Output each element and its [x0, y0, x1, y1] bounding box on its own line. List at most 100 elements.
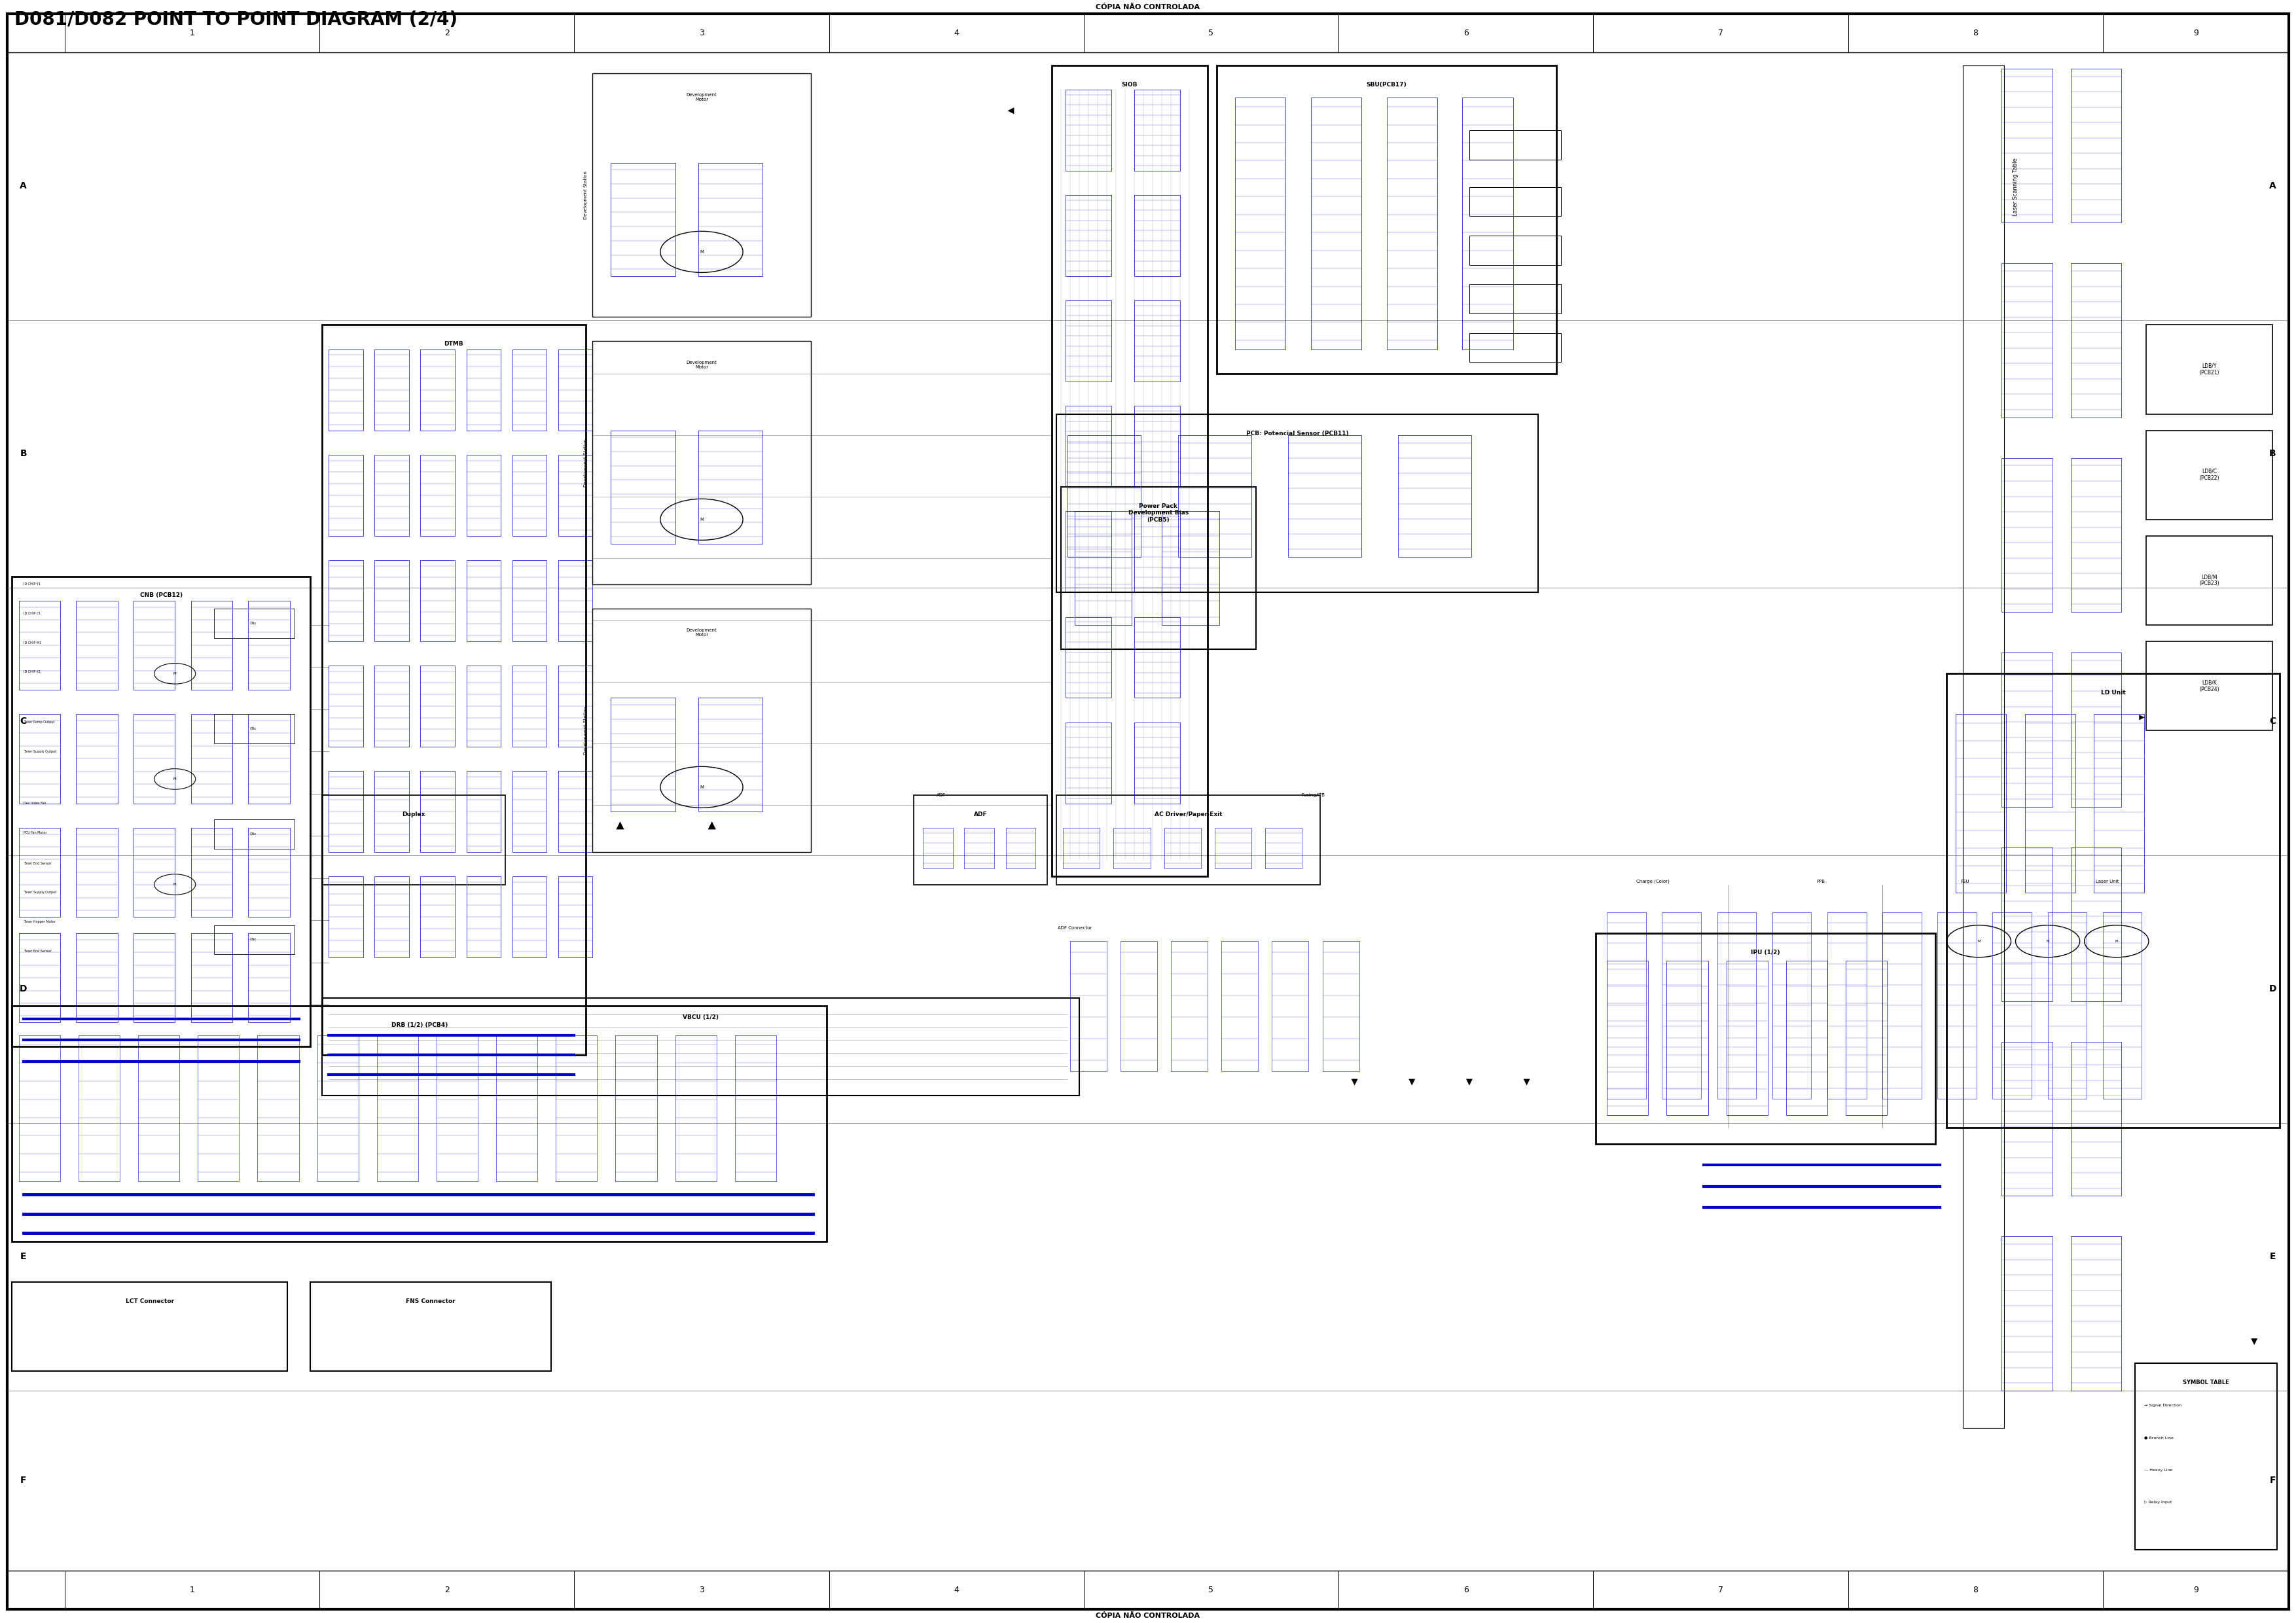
- Text: 8: 8: [1972, 29, 1977, 37]
- Text: 8: 8: [1972, 1586, 1977, 1594]
- Bar: [76, 714, 117, 803]
- Bar: [214, 820, 294, 849]
- Bar: [1063, 828, 1100, 868]
- Text: Duplex: Duplex: [402, 812, 425, 818]
- Text: D: D: [21, 985, 28, 993]
- Bar: [191, 601, 232, 690]
- Bar: [214, 925, 294, 954]
- Bar: [1938, 912, 1977, 1099]
- Bar: [1883, 912, 1922, 1099]
- Bar: [1773, 912, 1812, 1099]
- Bar: [374, 665, 409, 747]
- Bar: [191, 933, 232, 1022]
- Bar: [466, 665, 501, 747]
- Bar: [1068, 435, 1141, 557]
- Bar: [512, 771, 546, 852]
- Bar: [248, 601, 289, 690]
- Text: ADF: ADF: [937, 794, 946, 797]
- Bar: [2071, 458, 2122, 612]
- Text: 7: 7: [1717, 1586, 1724, 1594]
- Text: M: M: [2115, 940, 2117, 943]
- Bar: [133, 601, 174, 690]
- Bar: [1065, 617, 1111, 698]
- Bar: [18, 933, 60, 1022]
- Text: Laser Unit: Laser Unit: [2096, 880, 2119, 883]
- Text: 9: 9: [2193, 29, 2197, 37]
- Text: F: F: [21, 1475, 28, 1485]
- Bar: [592, 341, 810, 584]
- Bar: [1134, 511, 1180, 592]
- Bar: [321, 325, 585, 1055]
- Text: Toner Pump Output: Toner Pump Output: [23, 721, 55, 724]
- Bar: [675, 1035, 716, 1182]
- Bar: [466, 771, 501, 852]
- Bar: [377, 1035, 418, 1182]
- Bar: [1846, 961, 1887, 1115]
- Bar: [1786, 961, 1828, 1115]
- Text: Toner Hopper Motor: Toner Hopper Motor: [23, 920, 55, 923]
- Bar: [1134, 406, 1180, 487]
- Bar: [1311, 97, 1362, 349]
- Bar: [2071, 1237, 2122, 1391]
- Bar: [18, 714, 60, 803]
- Text: Fusing/ITB: Fusing/ITB: [1302, 794, 1325, 797]
- Bar: [2147, 430, 2273, 519]
- Bar: [2002, 652, 2053, 807]
- Text: IPU (1/2): IPU (1/2): [1752, 949, 1779, 956]
- Bar: [2002, 263, 2053, 417]
- Bar: [197, 1035, 239, 1182]
- Bar: [2103, 912, 2142, 1099]
- Bar: [964, 828, 994, 868]
- Bar: [2071, 263, 2122, 417]
- Bar: [2135, 1363, 2278, 1550]
- Bar: [1065, 406, 1111, 487]
- Text: PSU: PSU: [1961, 880, 1970, 883]
- Text: LDB/C
(PCB22): LDB/C (PCB22): [2200, 469, 2220, 482]
- Text: M: M: [700, 250, 703, 253]
- Bar: [1134, 195, 1180, 276]
- Text: E: E: [2268, 1253, 2275, 1261]
- Bar: [420, 771, 455, 852]
- Bar: [420, 665, 455, 747]
- Bar: [466, 454, 501, 536]
- Bar: [698, 430, 762, 544]
- Bar: [1717, 912, 1756, 1099]
- Bar: [1469, 187, 1561, 216]
- Text: ● Branch Line: ● Branch Line: [2144, 1436, 2174, 1440]
- Text: 3: 3: [698, 29, 705, 37]
- Text: LD Unit: LD Unit: [2101, 690, 2126, 696]
- Text: ID CHIP M1: ID CHIP M1: [23, 641, 41, 644]
- Bar: [374, 454, 409, 536]
- Bar: [466, 560, 501, 641]
- Bar: [76, 601, 117, 690]
- Text: AC Driver/Paper Exit: AC Driver/Paper Exit: [1155, 812, 1221, 818]
- Bar: [611, 430, 675, 544]
- Bar: [1963, 65, 2004, 1428]
- Bar: [2147, 536, 2273, 625]
- Bar: [512, 665, 546, 747]
- Text: — Heavy Line: — Heavy Line: [2144, 1469, 2172, 1472]
- Text: Development Station: Development Station: [583, 170, 588, 219]
- Bar: [1727, 961, 1768, 1115]
- Text: ID CHIP Y1: ID CHIP Y1: [23, 583, 41, 586]
- Bar: [133, 828, 174, 917]
- Bar: [1398, 435, 1472, 557]
- Text: 3: 3: [698, 1586, 705, 1594]
- Text: A: A: [2268, 182, 2275, 192]
- Text: FNS Connector: FNS Connector: [406, 1298, 455, 1303]
- Text: DTMB: DTMB: [443, 341, 464, 347]
- Text: Power Pack
Development Bias
(PCB5): Power Pack Development Bias (PCB5): [1127, 503, 1189, 523]
- Bar: [133, 714, 174, 803]
- Text: 9: 9: [2193, 1586, 2197, 1594]
- Bar: [78, 1035, 119, 1182]
- Text: Dev Index Fan: Dev Index Fan: [23, 802, 46, 805]
- Text: Development Station: Development Station: [583, 706, 588, 755]
- Text: PCU Fan Motor: PCU Fan Motor: [23, 831, 46, 834]
- Bar: [248, 714, 289, 803]
- Text: → Signal Direction: → Signal Direction: [2144, 1404, 2181, 1407]
- Bar: [2002, 68, 2053, 222]
- Bar: [2002, 1237, 2053, 1391]
- Text: CNx: CNx: [250, 622, 257, 625]
- Bar: [138, 1035, 179, 1182]
- Bar: [512, 454, 546, 536]
